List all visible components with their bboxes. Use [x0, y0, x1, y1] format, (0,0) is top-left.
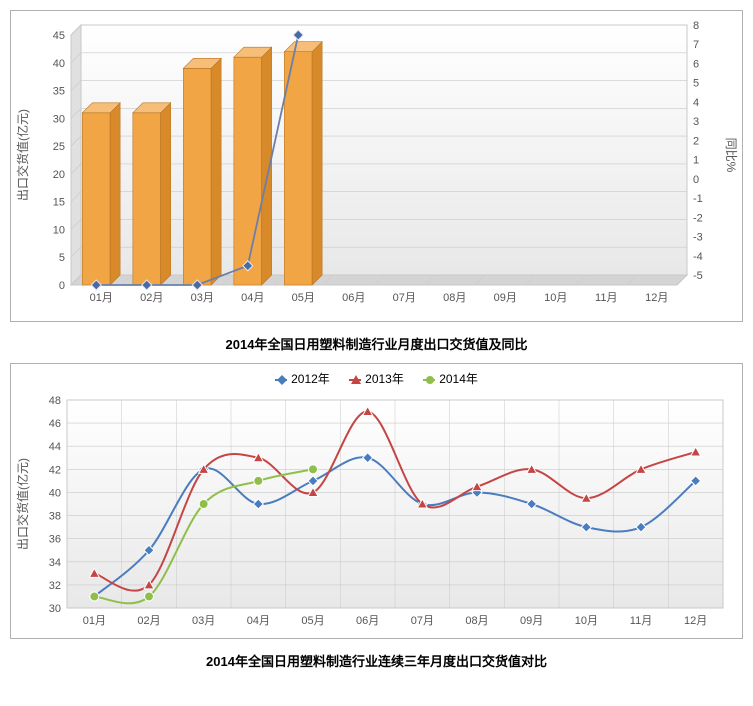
svg-text:06月: 06月: [342, 292, 365, 304]
svg-text:03月: 03月: [191, 292, 214, 304]
svg-text:-2: -2: [693, 212, 703, 224]
svg-text:同比%: 同比%: [724, 138, 738, 173]
svg-text:-1: -1: [693, 193, 703, 205]
svg-text:3: 3: [693, 116, 699, 128]
svg-text:-4: -4: [693, 251, 703, 263]
svg-text:35: 35: [53, 86, 65, 98]
legend-item-2014: 2014年: [423, 370, 478, 387]
legend-label-2012: 2012年: [291, 370, 330, 387]
svg-text:42: 42: [49, 464, 61, 476]
legend-label-2014: 2014年: [439, 370, 478, 387]
svg-text:40: 40: [49, 487, 61, 499]
svg-text:出口交货值(亿元): 出口交货值(亿元): [15, 458, 30, 550]
svg-text:06月: 06月: [356, 615, 379, 627]
svg-text:2: 2: [693, 135, 699, 147]
svg-text:12月: 12月: [684, 615, 707, 627]
chart1-title: 2014年全国日用塑料制造行业月度出口交货值及同比: [10, 328, 743, 363]
svg-text:20: 20: [53, 169, 65, 181]
chart2-container: 2012年 2013年 2014年 30 32 34 36 38 40 42 44 46 48 01…: [10, 363, 743, 639]
svg-text:10月: 10月: [544, 292, 567, 304]
svg-text:12月: 12月: [645, 292, 668, 304]
svg-text:05月: 05月: [301, 615, 324, 627]
svg-text:07月: 07月: [411, 615, 434, 627]
svg-text:02月: 02月: [140, 292, 163, 304]
chart1-plot: 051015202530354045-5-4-3-2-101234567801月…: [11, 11, 741, 321]
svg-text:10: 10: [53, 224, 65, 236]
chart2-legend: 2012年 2013年 2014年: [11, 364, 742, 390]
chart2-title: 2014年全国日用塑料制造行业连续三年月度出口交货值对比: [10, 645, 743, 680]
svg-text:11月: 11月: [630, 615, 652, 627]
svg-text:05月: 05月: [292, 292, 315, 304]
svg-text:38: 38: [49, 510, 61, 522]
svg-text:01月: 01月: [90, 292, 113, 304]
svg-text:11月: 11月: [595, 292, 617, 304]
svg-text:15: 15: [53, 197, 65, 209]
svg-text:46: 46: [49, 418, 61, 430]
svg-text:25: 25: [53, 141, 65, 153]
svg-text:出口交货值(亿元): 出口交货值(亿元): [15, 109, 30, 201]
svg-text:10月: 10月: [575, 615, 598, 627]
legend-item-2012: 2012年: [275, 370, 330, 387]
svg-text:1: 1: [693, 155, 699, 167]
svg-text:40: 40: [53, 58, 65, 70]
svg-text:4: 4: [693, 97, 699, 109]
svg-text:5: 5: [693, 78, 699, 90]
svg-text:07月: 07月: [393, 292, 416, 304]
svg-text:02月: 02月: [137, 615, 160, 627]
svg-text:08月: 08月: [465, 615, 488, 627]
svg-text:03月: 03月: [192, 615, 215, 627]
svg-text:48: 48: [49, 395, 61, 407]
svg-text:30: 30: [49, 603, 61, 615]
svg-text:09月: 09月: [520, 615, 543, 627]
svg-text:01月: 01月: [83, 615, 106, 627]
chart1-container: 051015202530354045-5-4-3-2-101234567801月…: [10, 10, 743, 322]
svg-text:34: 34: [49, 556, 61, 568]
svg-text:-5: -5: [693, 270, 703, 282]
svg-text:09月: 09月: [494, 292, 517, 304]
svg-text:6: 6: [693, 58, 699, 70]
svg-text:45: 45: [53, 30, 65, 42]
legend-label-2013: 2013年: [365, 370, 404, 387]
svg-text:32: 32: [49, 579, 61, 591]
svg-text:30: 30: [53, 113, 65, 125]
svg-text:0: 0: [59, 280, 65, 292]
svg-text:44: 44: [49, 441, 61, 453]
svg-text:36: 36: [49, 533, 61, 545]
svg-text:0: 0: [693, 174, 699, 186]
svg-text:7: 7: [693, 39, 699, 51]
legend-item-2013: 2013年: [349, 370, 404, 387]
svg-text:08月: 08月: [443, 292, 466, 304]
chart2-plot: 30 32 34 36 38 40 42 44 46 48 01月 02月 03月 04月 05月 06月 07…: [11, 390, 741, 638]
svg-text:04月: 04月: [247, 615, 270, 627]
svg-text:8: 8: [693, 20, 699, 32]
svg-text:04月: 04月: [241, 292, 264, 304]
svg-text:5: 5: [59, 252, 65, 264]
svg-text:-3: -3: [693, 232, 703, 244]
